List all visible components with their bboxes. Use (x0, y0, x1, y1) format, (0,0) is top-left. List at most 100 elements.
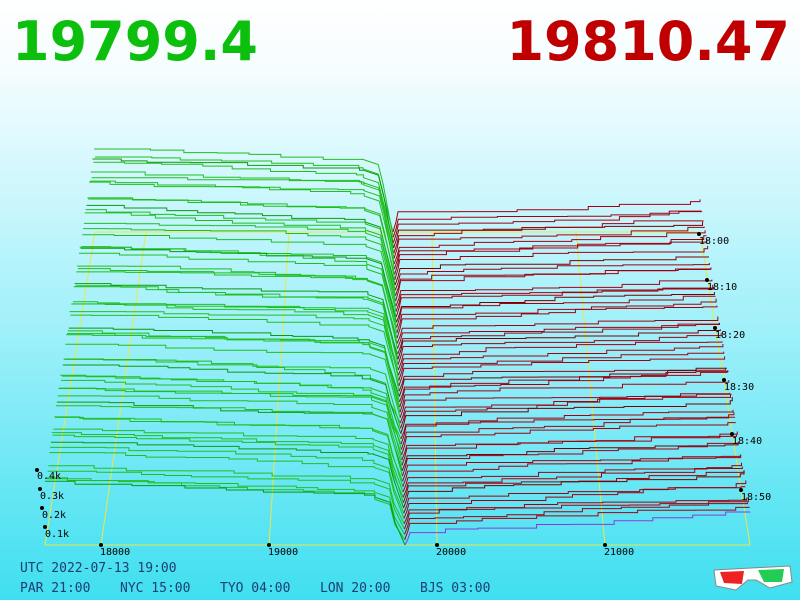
clock: TYO 04:00 (220, 581, 290, 596)
time-label: 18:20 (715, 330, 745, 341)
ask-curve (394, 256, 709, 286)
bid-curve (46, 478, 406, 535)
ask-curve (395, 284, 714, 312)
tick-dot (697, 232, 701, 236)
volume-label: 0.4k (37, 471, 61, 482)
tick-dot (603, 543, 607, 547)
ask-curve (402, 462, 743, 493)
ask-curve (399, 370, 729, 408)
volume-label: 0.2k (42, 510, 66, 521)
floor-line (575, 231, 606, 546)
price-label: 20000 (436, 547, 466, 558)
ask-curve (398, 367, 727, 397)
ask-curve (392, 210, 702, 238)
ask-curve (404, 511, 751, 546)
tick-dot (40, 506, 44, 510)
ask-curve (403, 470, 745, 509)
bid-curve (92, 158, 395, 249)
bid-curve (51, 432, 404, 503)
bid-curve (76, 271, 398, 349)
bid-curve (65, 343, 401, 418)
bid-price: 19799.4 (12, 10, 258, 73)
ask-curve (398, 356, 726, 387)
tick-dot (713, 326, 717, 330)
bid-curve (48, 465, 405, 525)
bid-curve (47, 470, 405, 530)
ask-curve (402, 455, 741, 482)
floor-line (268, 231, 290, 546)
tick-dot (739, 488, 743, 492)
bid-curve (62, 364, 402, 434)
ask-curve (404, 498, 749, 535)
ask-curve (401, 442, 739, 471)
ask-curve (394, 245, 709, 280)
bid-curve (66, 334, 401, 413)
time-label: 18:10 (707, 282, 737, 293)
ask-curve (393, 230, 706, 265)
bid-curve (50, 446, 405, 514)
utc-time: UTC 2022-07-13 19:00 (20, 561, 177, 576)
ask-curve (398, 344, 724, 376)
ask-curve (396, 316, 719, 344)
bid-curve (69, 311, 400, 392)
time-label: 18:40 (732, 436, 762, 447)
bid-curve (58, 387, 403, 461)
time-axis: 18:00 18:10 18:20 18:30 18:40 18:50 (697, 232, 771, 503)
bid-curve (87, 197, 396, 280)
ask-curve (404, 506, 750, 540)
price-axis: 18000 19000 20000 21000 (99, 543, 634, 558)
ask-curve (397, 322, 720, 355)
3d-glasses-button[interactable] (713, 565, 793, 591)
time-label: 18:50 (741, 492, 771, 503)
ask-curve (392, 199, 701, 233)
bid-curve (83, 222, 397, 302)
clock: BJS 03:00 (420, 581, 490, 596)
ask-curve (395, 292, 715, 323)
ask-price: 19810.47 (506, 10, 790, 73)
bid-curve (84, 212, 396, 296)
bid-curve (53, 428, 404, 493)
bid-curve (79, 246, 398, 328)
bid-curve (86, 204, 396, 286)
bid-curve (50, 441, 405, 509)
ask-curve (397, 329, 721, 360)
bid-curve (93, 161, 394, 243)
ask-curve (403, 486, 746, 514)
tick-dot (35, 468, 39, 472)
price-label: 21000 (604, 547, 634, 558)
bid-curve (45, 477, 406, 540)
bid-curve (80, 247, 397, 323)
bid-curve (91, 177, 395, 254)
bid-curve (49, 452, 405, 519)
ask-curve (401, 442, 740, 477)
ask-curve (394, 239, 708, 275)
ask-curve (397, 323, 720, 349)
ask-curve (395, 267, 712, 302)
tick-dot (99, 543, 103, 547)
ask-curve (395, 286, 715, 318)
clock: LON 20:00 (320, 581, 390, 596)
depth-curves (45, 148, 751, 546)
tick-dot (435, 543, 439, 547)
bid-curve (94, 148, 394, 238)
tick-dot (38, 487, 42, 491)
ask-curve (401, 431, 738, 466)
ask-curve (403, 480, 747, 519)
tick-dot (722, 378, 726, 382)
volume-label: 0.1k (45, 529, 69, 540)
price-label: 19000 (268, 547, 298, 558)
floor-line (431, 231, 438, 546)
tick-dot (43, 525, 47, 529)
ask-curve (400, 409, 734, 440)
ask-curve (397, 333, 722, 365)
ask-curve (400, 416, 736, 450)
bid-curve (60, 374, 402, 450)
bid-curve (90, 171, 395, 259)
ask-curve (396, 305, 718, 339)
bid-curve (95, 156, 394, 233)
bid-curve (61, 375, 402, 440)
time-label: 18:00 (699, 236, 729, 247)
ask-curve (402, 466, 743, 498)
bid-curve (57, 395, 403, 466)
